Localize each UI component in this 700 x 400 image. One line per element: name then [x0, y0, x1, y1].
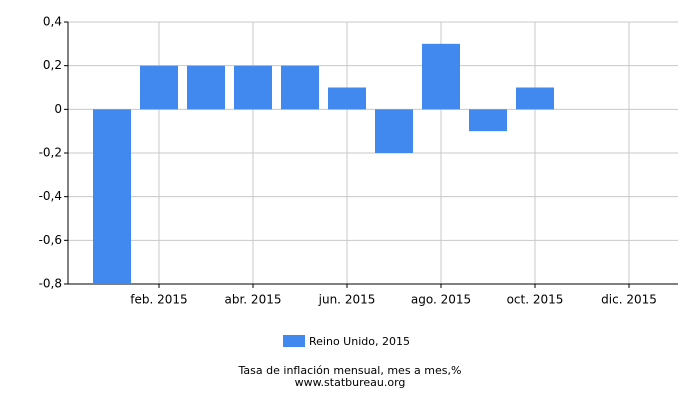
legend-swatch — [283, 335, 305, 347]
chart-title: Tasa de inflación mensual, mes a mes,% — [238, 364, 462, 377]
x-tick-label: jun. 2015 — [318, 293, 376, 307]
bar — [516, 87, 554, 110]
bar — [187, 65, 225, 110]
y-tick-label: -0,4 — [39, 189, 62, 203]
y-tick-label: -0,8 — [39, 277, 62, 291]
bar — [93, 109, 131, 284]
y-tick-label: 0,4 — [43, 15, 62, 29]
y-tick-label: -0,2 — [39, 146, 62, 160]
y-tick-label: -0,6 — [39, 233, 62, 247]
x-tick-label: feb. 2015 — [130, 293, 187, 307]
bar — [469, 109, 507, 132]
bar — [281, 65, 319, 110]
bar — [328, 87, 366, 110]
legend-label: Reino Unido, 2015 — [309, 335, 410, 348]
x-tick-label: abr. 2015 — [225, 293, 282, 307]
bar — [140, 65, 178, 110]
bar — [375, 109, 413, 153]
chart-source: www.statbureau.org — [295, 376, 406, 389]
bar — [234, 65, 272, 110]
x-tick-label: oct. 2015 — [507, 293, 564, 307]
bar — [422, 43, 460, 110]
x-tick-label: dic. 2015 — [601, 293, 657, 307]
y-tick-label: 0,2 — [43, 58, 62, 72]
x-tick-label: ago. 2015 — [411, 293, 471, 307]
y-tick-label: 0 — [54, 102, 62, 116]
